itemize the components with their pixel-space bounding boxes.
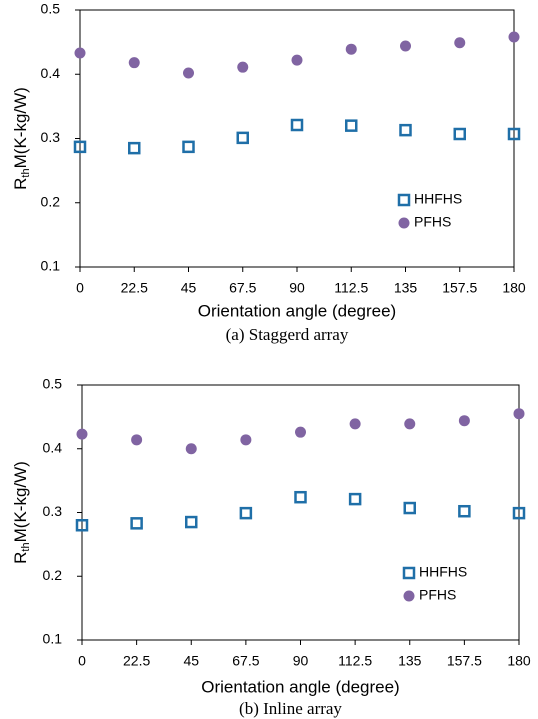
marker [128, 141, 141, 155]
legend-label: PFHS [414, 214, 451, 230]
x-tick-label: 135 [394, 280, 418, 296]
x-tick-label: 45 [181, 280, 197, 296]
caption: (a) Staggerd array [226, 325, 349, 344]
marker [458, 415, 470, 427]
marker [131, 434, 143, 446]
x-tick-label: 180 [502, 280, 526, 296]
x-axis-label: Orientation angle (degree) [198, 301, 396, 320]
marker [128, 57, 140, 69]
y-tick-label: 0.2 [41, 193, 61, 209]
legend-swatch [403, 590, 415, 602]
marker [73, 140, 87, 154]
marker [403, 501, 416, 515]
marker [239, 506, 253, 520]
legend-label: HHFHS [419, 564, 467, 580]
marker [349, 418, 361, 430]
y-tick-label: 0.4 [41, 65, 61, 81]
marker [294, 490, 307, 504]
y-tick-label: 0.1 [43, 631, 63, 647]
y-tick-label: 0.3 [43, 503, 63, 519]
marker [240, 434, 252, 446]
marker [130, 517, 143, 530]
marker [345, 43, 357, 55]
marker [74, 47, 86, 59]
marker [295, 426, 306, 438]
x-tick-label: 45 [183, 653, 199, 669]
x-tick-label: 112.5 [334, 280, 368, 296]
y-label-rest: M(K-kg/W) [11, 87, 30, 168]
y-tick-label: 0.5 [43, 376, 63, 392]
x-tick-label: 22.5 [123, 653, 150, 669]
legend-label: PFHS [419, 587, 456, 603]
marker [75, 519, 89, 532]
y-label-sub: th [20, 542, 32, 551]
y-axis-label: RthM(K-kg/W) [11, 87, 31, 190]
x-tick-label: 0 [78, 653, 86, 669]
marker [512, 506, 526, 520]
marker [185, 515, 198, 529]
y-label-sub: th [20, 168, 32, 177]
y-axis-label: RthM(K-kg/W) [11, 461, 31, 564]
marker [182, 140, 195, 154]
marker [290, 118, 304, 132]
y-label-rest: M(K-kg/W) [11, 461, 30, 542]
y-tick-label: 0.3 [41, 129, 61, 145]
marker [508, 31, 520, 43]
marker [513, 408, 525, 420]
x-tick-label: 180 [507, 653, 531, 669]
x-tick-label: 90 [293, 653, 309, 669]
marker [453, 127, 466, 141]
x-tick-label: 0 [76, 280, 84, 296]
y-tick-label: 0.5 [41, 1, 61, 17]
legend-swatch [398, 217, 410, 229]
marker [291, 54, 303, 66]
caption: (b) Inline array [239, 699, 342, 718]
y-label-base: R [11, 552, 30, 564]
marker [458, 504, 471, 518]
marker [507, 127, 521, 141]
legend-label: HHFHS [414, 191, 462, 207]
marker [76, 428, 88, 440]
marker [400, 40, 411, 52]
x-tick-label: 90 [289, 280, 305, 296]
marker [185, 443, 197, 455]
marker [236, 131, 249, 145]
y-tick-label: 0.1 [41, 258, 61, 274]
marker [237, 61, 249, 73]
x-tick-label: 67.5 [232, 653, 259, 669]
marker [399, 123, 412, 137]
y-label-base: R [11, 178, 30, 190]
marker [348, 492, 362, 506]
x-tick-label: 67.5 [229, 280, 256, 296]
marker [454, 37, 466, 49]
marker [183, 67, 194, 79]
x-tick-label: 135 [398, 653, 422, 669]
x-tick-label: 157.5 [447, 653, 482, 669]
y-tick-label: 0.4 [43, 439, 63, 455]
x-axis-label: Orientation angle (degree) [201, 677, 399, 696]
legend-swatch [397, 193, 411, 207]
marker [404, 418, 416, 430]
legend-swatch [402, 566, 416, 580]
y-tick-label: 0.2 [43, 567, 63, 583]
x-tick-label: 112.5 [338, 653, 372, 669]
x-tick-label: 157.5 [442, 280, 477, 296]
marker [345, 119, 358, 132]
x-tick-label: 22.5 [121, 280, 148, 296]
